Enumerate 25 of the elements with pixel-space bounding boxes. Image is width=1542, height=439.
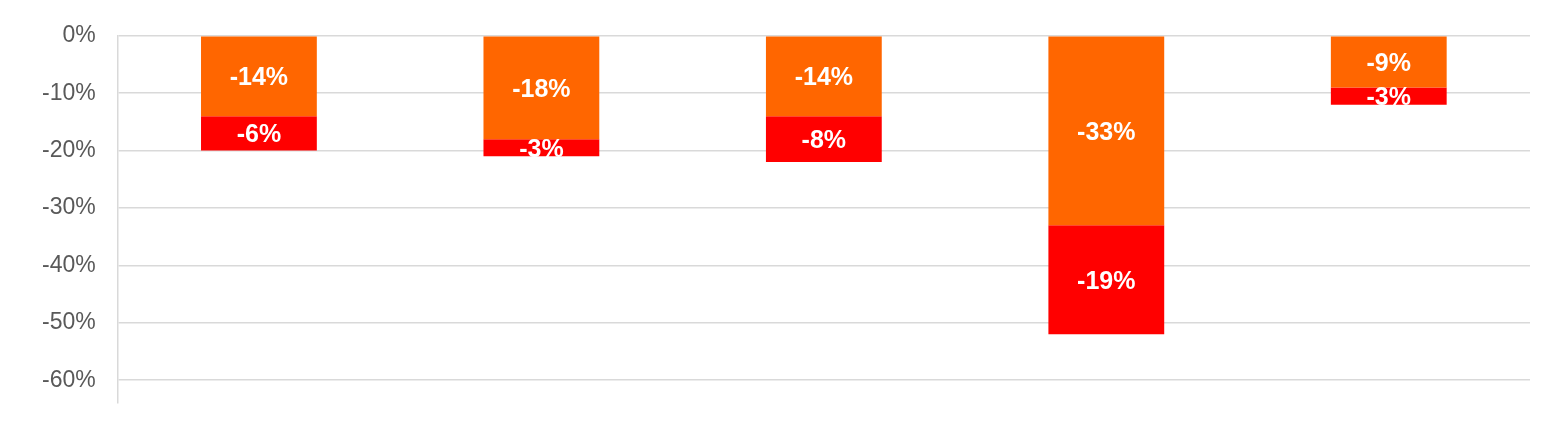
y-tick-label: -30% bbox=[41, 193, 96, 220]
y-tick-label: -20% bbox=[41, 135, 96, 162]
data-label: -6% bbox=[236, 119, 282, 148]
data-label: -14% bbox=[794, 62, 854, 91]
bar bbox=[1048, 225, 1165, 335]
data-label: -18% bbox=[512, 73, 571, 102]
y-tick-label: -40% bbox=[41, 250, 96, 277]
y-tick-label: 0% bbox=[62, 21, 96, 48]
data-label: -9% bbox=[1366, 47, 1411, 76]
bar bbox=[1330, 36, 1447, 88]
bar bbox=[1048, 36, 1165, 226]
bar bbox=[201, 36, 317, 117]
y-tick-label: -60% bbox=[41, 365, 96, 392]
data-label: -33% bbox=[1077, 116, 1136, 145]
bar bbox=[765, 36, 882, 117]
bar bbox=[483, 36, 600, 140]
data-label: -8% bbox=[801, 125, 847, 154]
data-label: -3% bbox=[519, 133, 564, 162]
bar bbox=[765, 116, 882, 163]
data-label: -3% bbox=[1366, 81, 1411, 110]
bar bbox=[201, 116, 317, 151]
data-label: -19% bbox=[1077, 265, 1136, 294]
y-tick-label: -50% bbox=[41, 308, 96, 335]
data-label: -14% bbox=[229, 62, 289, 91]
y-tick-label: -10% bbox=[41, 78, 96, 105]
